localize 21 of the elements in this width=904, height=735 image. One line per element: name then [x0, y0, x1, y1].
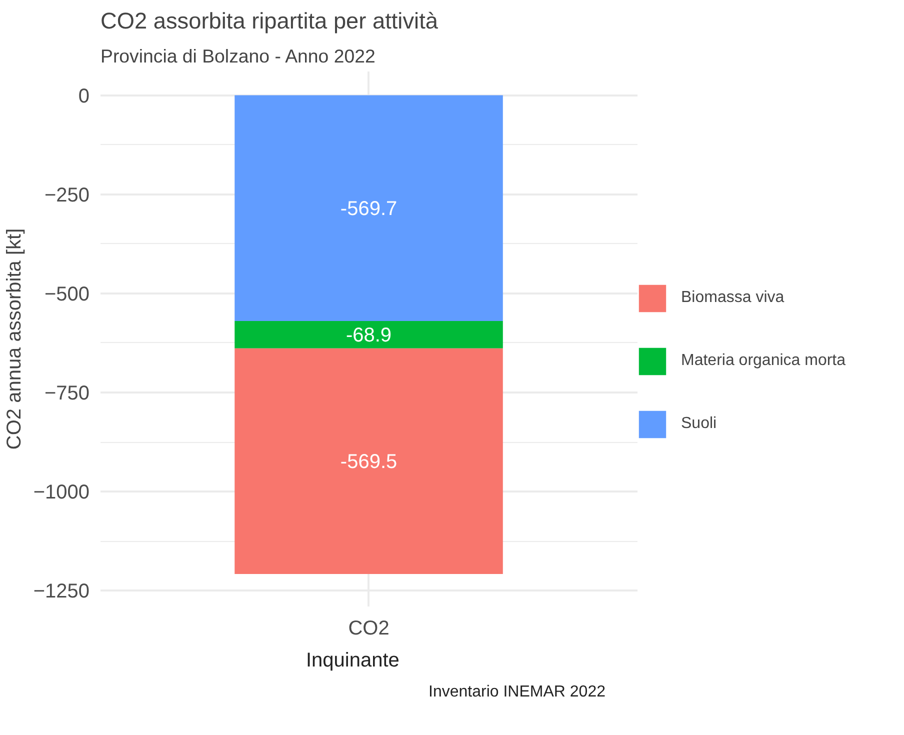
y-axis-title: CO2 annua assorbita [kt] [3, 228, 26, 450]
y-tick-label: −1250 [33, 580, 90, 603]
legend-label: Biomassa viva [681, 289, 784, 307]
y-tick-label: −750 [44, 382, 90, 404]
bar [234, 321, 503, 348]
chart-title: CO2 assorbita ripartita per attività [100, 8, 438, 34]
data-label: -68.9 [346, 324, 392, 347]
bar [234, 348, 503, 574]
chart-subtitle: Provincia di Bolzano - Anno 2022 [100, 46, 376, 66]
y-tick-label: −250 [44, 184, 90, 206]
x-axis-title: Inquinante [306, 650, 400, 672]
data-label: -569.5 [340, 451, 398, 474]
bar [234, 95, 503, 322]
data-label: -569.7 [340, 198, 398, 220]
text: Inventario INEMAR 2022 [428, 684, 606, 700]
y-tick-label: −500 [44, 283, 90, 306]
x-tick-label: CO2 [348, 618, 390, 640]
y-tick-label: −1000 [33, 482, 90, 504]
legend-label: Suoli [681, 415, 717, 433]
legend-label: Materia organica morta [681, 352, 846, 370]
y-tick-label: 0 [78, 85, 90, 108]
